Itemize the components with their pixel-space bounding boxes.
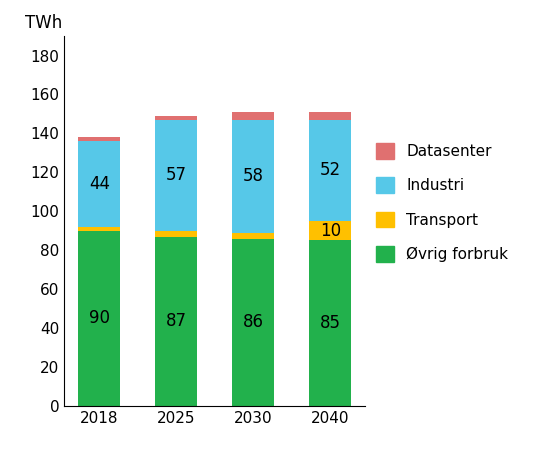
Text: 86: 86 [243,313,264,331]
Bar [78,231,120,406]
Text: 90: 90 [89,309,110,327]
Bar [155,237,198,406]
Text: 52: 52 [320,161,341,179]
Legend: Datasenter, Industri, Transport, Øvrig forbruk: Datasenter, Industri, Transport, Øvrig f… [376,143,509,262]
Bar [309,240,352,406]
Text: 87: 87 [166,312,187,330]
Bar [309,120,352,221]
Text: 58: 58 [243,167,264,185]
Bar [232,120,274,233]
Bar [155,120,198,231]
Text: 85: 85 [320,314,341,332]
Bar [155,116,198,120]
Bar [232,112,274,120]
Bar [155,231,198,237]
Bar [78,227,120,231]
Bar [309,112,352,120]
Text: 57: 57 [166,166,187,184]
Bar [232,233,274,239]
Bar [78,137,120,141]
Text: 44: 44 [89,175,110,193]
Text: TWh: TWh [25,14,63,32]
Text: 10: 10 [320,222,341,240]
Bar [232,239,274,406]
Bar [309,221,352,240]
Bar [78,141,120,227]
